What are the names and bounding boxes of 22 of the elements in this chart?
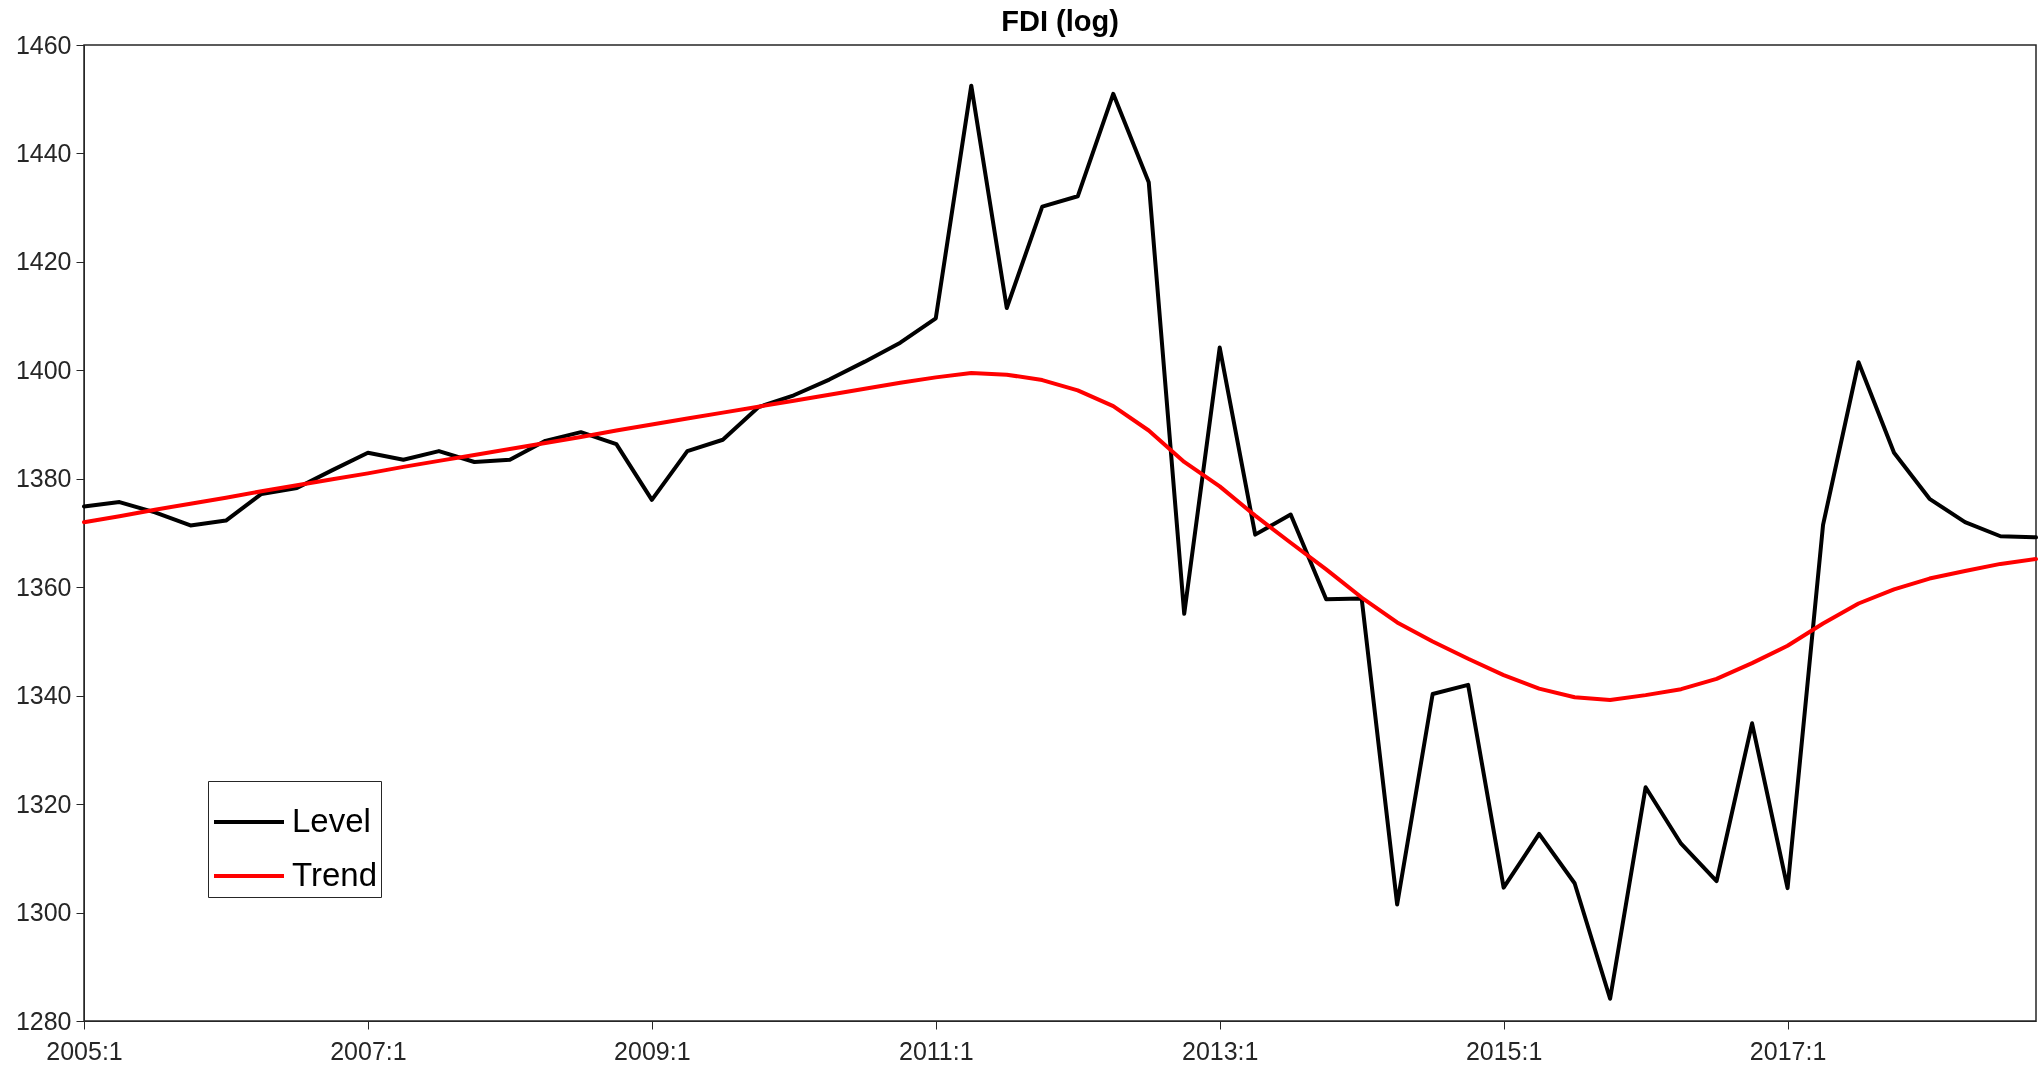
line-series [82,83,2038,1001]
x-tick-label: 2009:1 [614,1036,691,1065]
chart-title: FDI (log) [1001,5,1119,37]
x-tick-label: 2017:1 [1749,1036,1827,1065]
y-tick-label: 1280 [15,1006,72,1035]
y-tick-label: 1300 [15,898,72,927]
y-tick-label: 1420 [15,247,72,276]
x-tick-label: 2011:1 [898,1036,974,1065]
legend-label: Trend [292,856,377,893]
y-tick-label: 1380 [15,464,72,493]
y-tick-label: 1460 [15,30,72,59]
x-tick-label: 2007:1 [330,1036,407,1065]
x-tick-label: 2005:1 [46,1036,123,1065]
y-tick-label: 1400 [15,355,72,384]
y-tick-label: 1320 [15,789,72,818]
line-series [82,371,2038,702]
legend-label: Level [292,802,371,839]
x-tick-label: 2015:1 [1465,1036,1543,1065]
y-tick-label: 1340 [15,681,72,710]
y-tick-label: 1440 [15,138,72,167]
y-tick-label: 1360 [15,572,72,601]
x-tick-label: 2013:1 [1181,1036,1259,1065]
